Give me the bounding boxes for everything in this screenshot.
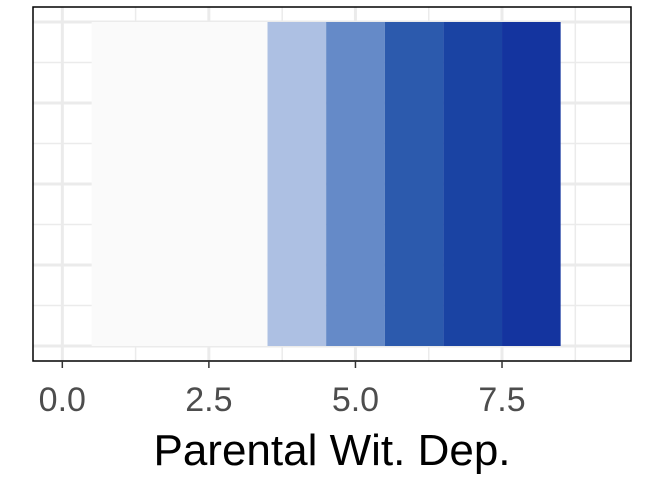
x-axis-title: Parental Wit. Dep.	[153, 426, 510, 475]
heatmap-tile-6	[502, 22, 561, 346]
heatmap-tile-5	[443, 22, 503, 346]
heatmap-tile-3	[326, 22, 385, 346]
x-tick-label: 0.0	[39, 381, 86, 419]
tiles	[91, 22, 561, 346]
x-tick-label: 7.5	[478, 381, 525, 419]
x-axis-ticks: 0.0 2.5 5.0 7.5	[39, 361, 526, 419]
x-tick-label: 2.5	[185, 381, 232, 419]
plot-border	[32, 6, 632, 362]
heatmap-tile-1	[91, 22, 268, 346]
heatmap-tile-2	[267, 22, 327, 346]
heatmap-tile-4	[384, 22, 444, 346]
x-tick-label: 5.0	[332, 381, 379, 419]
